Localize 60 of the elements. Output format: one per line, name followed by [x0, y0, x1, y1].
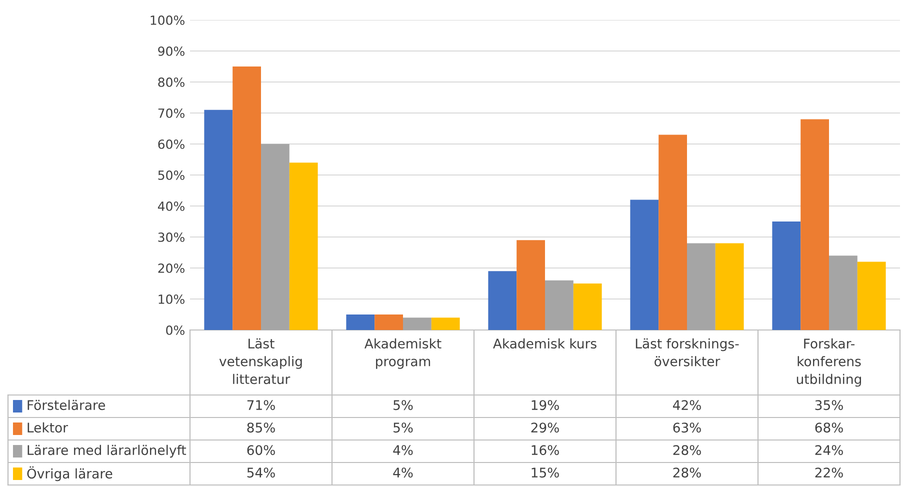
x-tick-label: Akademiskt program: [364, 338, 442, 369]
data-label: 5%: [394, 422, 413, 433]
bar: [488, 271, 517, 330]
data-label: 28%: [673, 445, 701, 456]
data-label: 29%: [531, 422, 559, 433]
y-tick-label: 30%: [158, 232, 184, 242]
data-label: 24%: [815, 445, 843, 456]
data-label: 19%: [532, 400, 559, 410]
data-label: 28%: [673, 468, 701, 478]
data-label: 63%: [673, 422, 701, 433]
x-tick-label: Läst vetenskaplig litteratur: [219, 338, 302, 384]
bar: [800, 119, 829, 330]
bar: [261, 144, 290, 330]
data-label: 35%: [815, 400, 843, 410]
data-label: 68%: [815, 422, 843, 433]
legend-label: Lärare med lärarlönelyft: [28, 444, 186, 458]
bar: [630, 200, 659, 330]
x-tick-label: Läst forsknings- översikter: [636, 338, 739, 366]
y-tick-label: 80%: [158, 77, 184, 87]
y-tick-label: 0%: [166, 325, 184, 335]
bar: [829, 256, 858, 330]
y-tick-label: 90%: [158, 46, 184, 56]
x-tick-label: Akademisk kurs: [493, 338, 596, 349]
bar: [687, 243, 716, 330]
bar: [545, 280, 574, 330]
y-tick-label: 10%: [158, 294, 184, 304]
data-label: 71%: [247, 400, 275, 410]
bar: [658, 134, 687, 330]
legend-label: Lektor: [28, 422, 68, 433]
bar: [204, 110, 233, 330]
data-label: 60%: [247, 445, 275, 456]
bar: [431, 318, 460, 330]
legend-label: Övriga lärare: [27, 466, 112, 482]
data-label: 15%: [532, 468, 559, 478]
y-tick-label: 20%: [158, 263, 184, 273]
bar: [857, 262, 886, 330]
y-tick-label: 70%: [158, 108, 184, 118]
data-label: 22%: [815, 468, 843, 478]
bar: [772, 222, 801, 330]
legend-label: Förstelärare: [28, 400, 106, 410]
y-tick-label: 50%: [158, 170, 184, 180]
y-tick-label: 100%: [150, 15, 184, 25]
data-label: 16%: [532, 445, 559, 456]
data-label: 4%: [393, 468, 413, 478]
bar: [346, 314, 375, 330]
data-label: 85%: [247, 422, 275, 433]
bar: [374, 314, 403, 330]
y-tick-label: 40%: [158, 201, 184, 211]
bar: [573, 284, 602, 330]
bar: [289, 162, 318, 330]
x-tick-label: Forskar- konferens utbildning: [796, 338, 861, 387]
data-label: 42%: [672, 400, 701, 410]
bar: [516, 240, 545, 330]
bar: [403, 318, 432, 330]
data-label: 5%: [394, 400, 413, 410]
data-label: 4%: [393, 445, 413, 456]
data-label: 54%: [247, 468, 275, 478]
y-tick-label: 60%: [158, 139, 184, 149]
bar: [232, 66, 261, 330]
bar: [715, 243, 744, 330]
